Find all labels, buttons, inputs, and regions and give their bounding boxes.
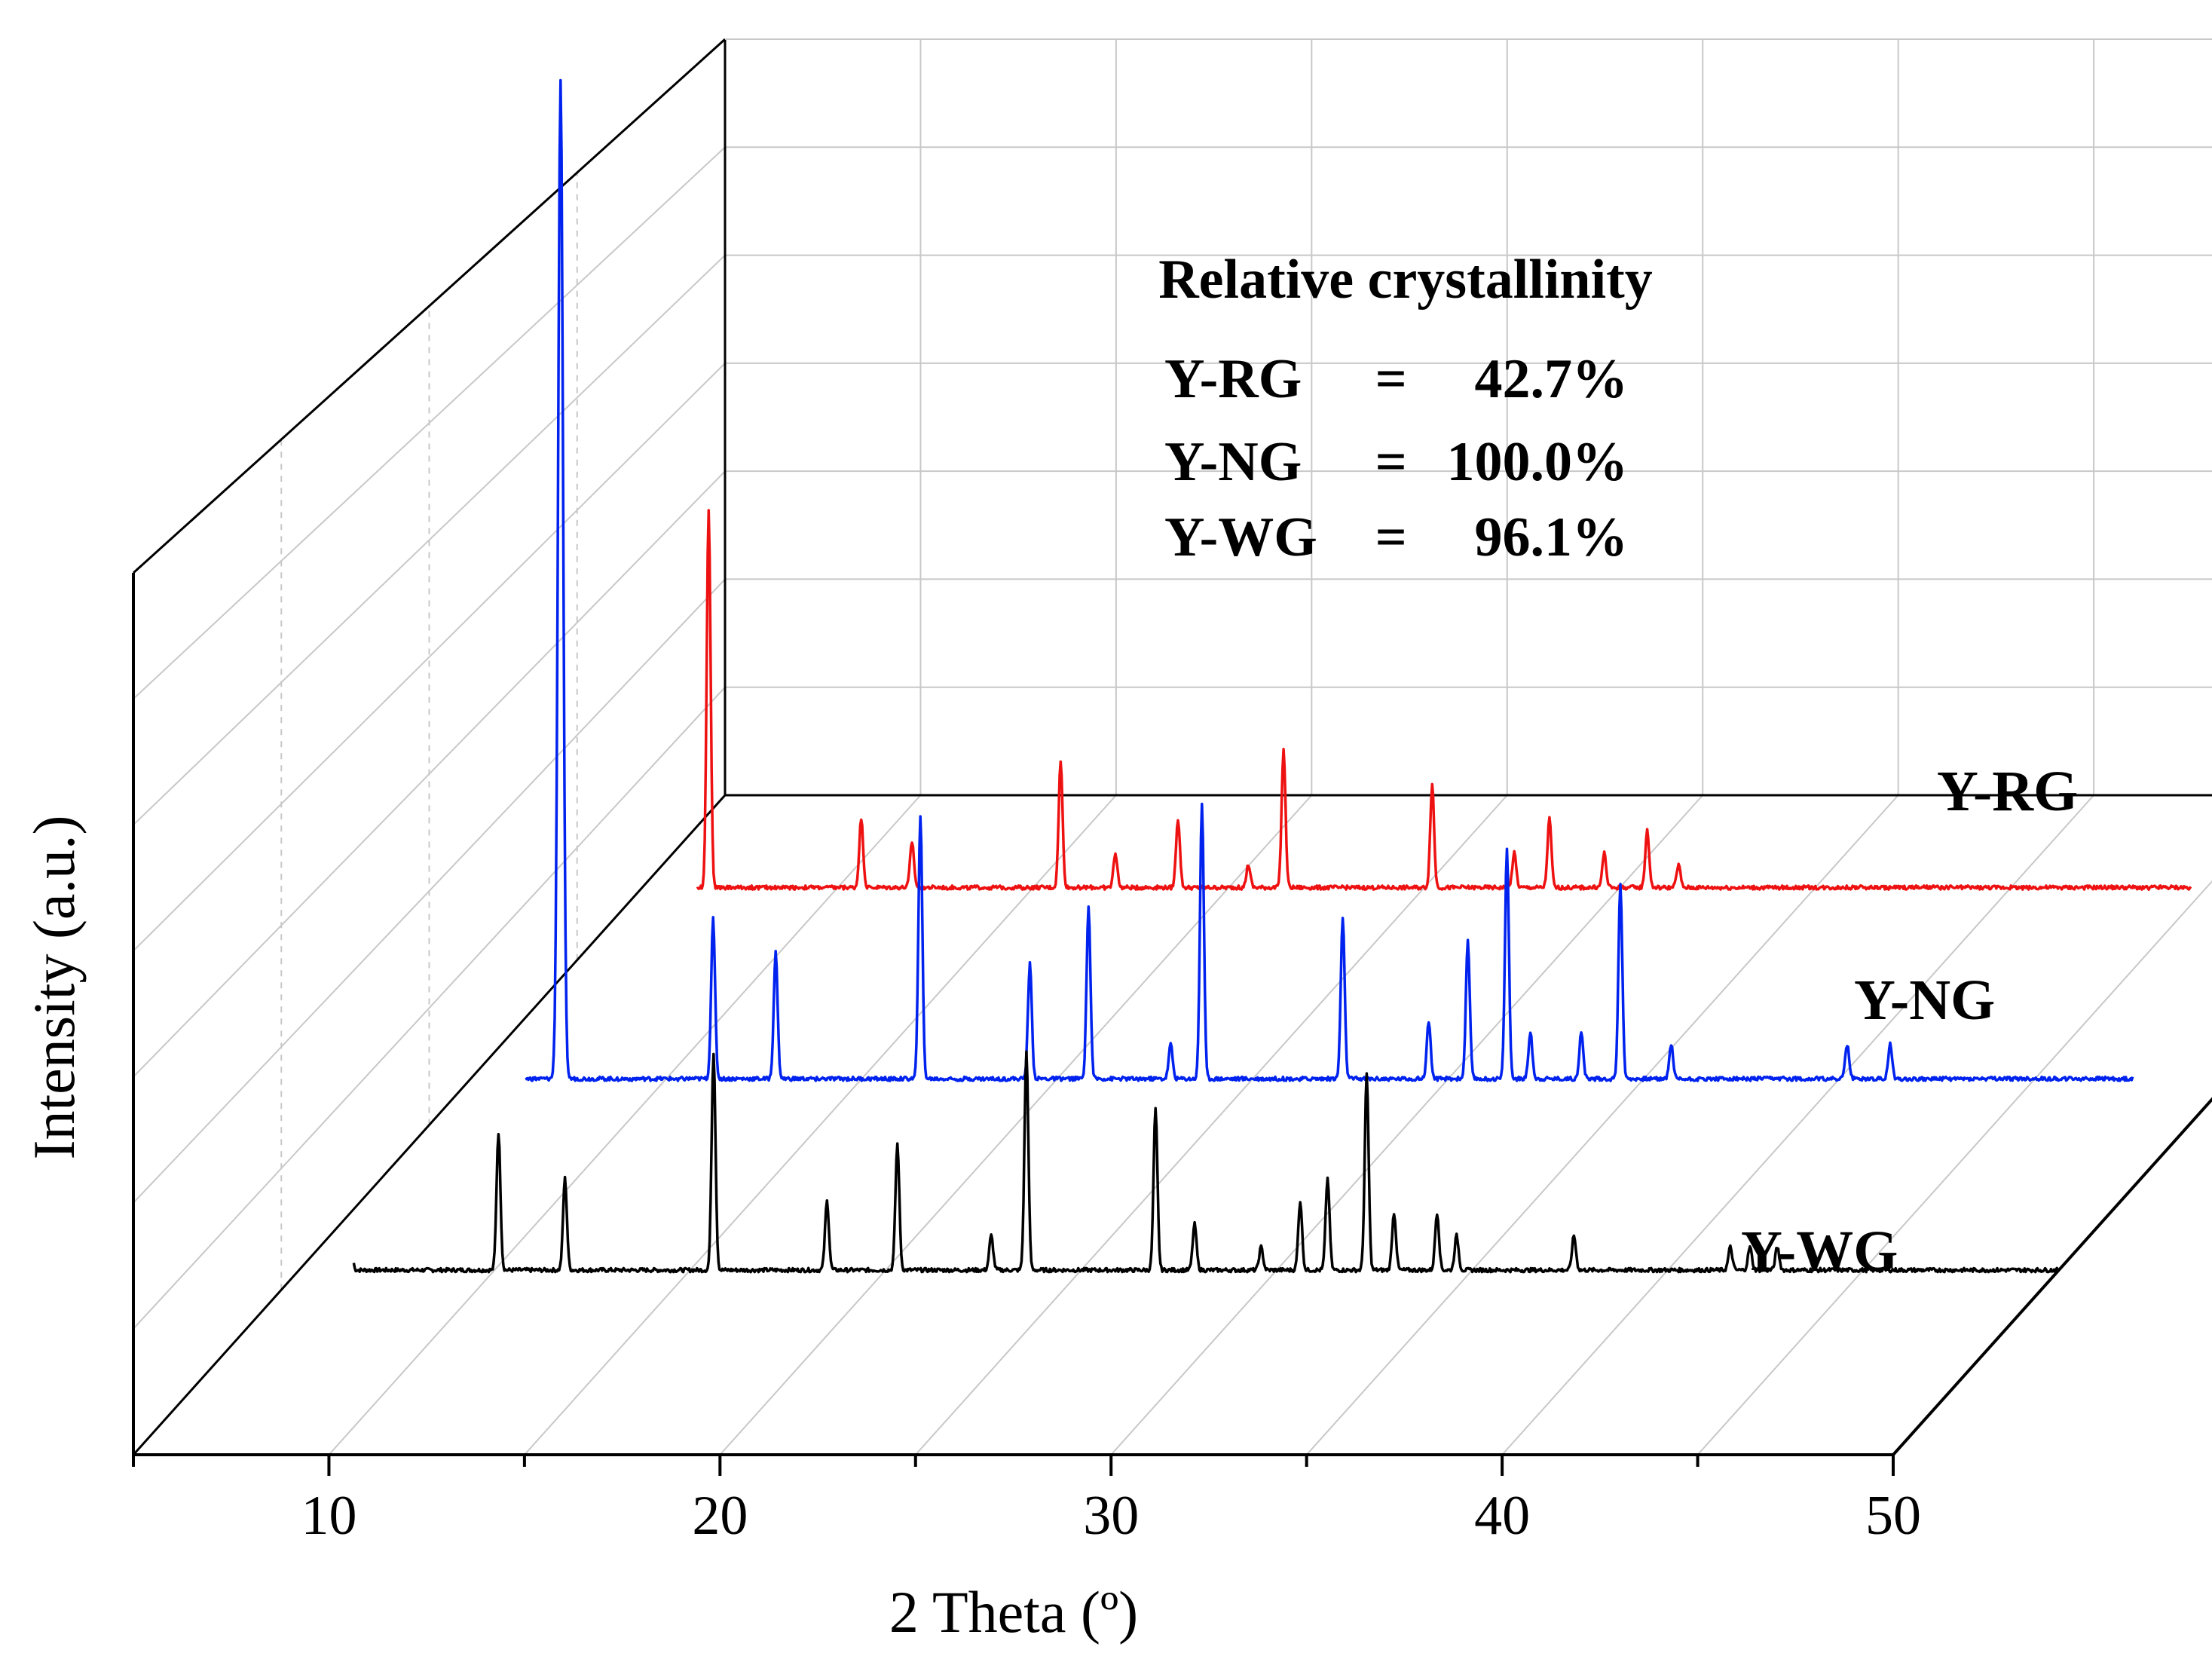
grid-line (133, 254, 726, 826)
annotation-value: 42.7% (1475, 348, 1629, 410)
y-axis-title: Intensity (a.u.) (21, 815, 87, 1159)
x-tick-label: 10 (301, 1485, 356, 1547)
grid-line (1110, 794, 1703, 1456)
grid-line (328, 794, 922, 1456)
annotation-title: Relative crystallinity (1158, 249, 1653, 311)
annotation-eq: = (1375, 431, 1407, 493)
series-label-y-wg: Y-WG (1741, 1220, 1898, 1283)
annotation-eq: = (1375, 348, 1407, 410)
grid-line (1892, 1098, 2212, 1456)
series-line-y-ng (525, 78, 2134, 1082)
crystallinity-annotation: Relative crystallinity Y-RG = 42.7% Y-NG… (1158, 249, 1653, 568)
grid-line (524, 794, 1117, 1456)
annotation-sample: Y-NG (1164, 431, 1302, 493)
annotation-eq: = (1375, 507, 1407, 568)
axis-frame (132, 38, 2212, 1456)
annotation-line-3: Y-WG = 96.1% (1164, 507, 1628, 568)
grid-line (1305, 794, 1899, 1456)
grid-line (133, 363, 726, 952)
x-tick-label: 20 (692, 1485, 748, 1547)
floor-left-edge (132, 794, 727, 1456)
grid-line (133, 687, 726, 1330)
annotation-line-1: Y-RG = 42.7% (1164, 348, 1628, 410)
series-lines (352, 78, 2192, 1274)
series-line-y-rg (696, 509, 2192, 891)
grid-line (1501, 794, 2094, 1456)
grid-line (719, 794, 1313, 1456)
series-label-y-rg: Y-RG (1937, 760, 2078, 823)
series-label-y-ng: Y-NG (1854, 969, 1995, 1032)
annotation-value: 96.1% (1475, 507, 1629, 568)
series-line-y-wg (352, 1050, 2061, 1274)
x-axis-title: 2 Theta (º) (889, 1579, 1138, 1645)
annotation-line-2: Y-NG = 100.0% (1164, 431, 1628, 493)
series-labels: Y-WG Y-NG Y-RG (1741, 760, 2078, 1283)
annotation-value: 100.0% (1447, 431, 1629, 493)
x-axis-ticks: 10 20 30 40 50 (132, 1455, 1921, 1547)
grid-line (1696, 880, 2212, 1456)
grid-line (915, 794, 1508, 1456)
wall-top-edge (132, 38, 727, 574)
x-tick-label: 40 (1474, 1485, 1530, 1547)
x-tick-label: 50 (1865, 1485, 1921, 1547)
annotation-sample: Y-RG (1164, 348, 1302, 410)
x-tick-label: 30 (1083, 1485, 1139, 1547)
annotation-sample: Y-WG (1164, 507, 1317, 568)
depth-axis-line (1892, 1097, 2212, 1456)
